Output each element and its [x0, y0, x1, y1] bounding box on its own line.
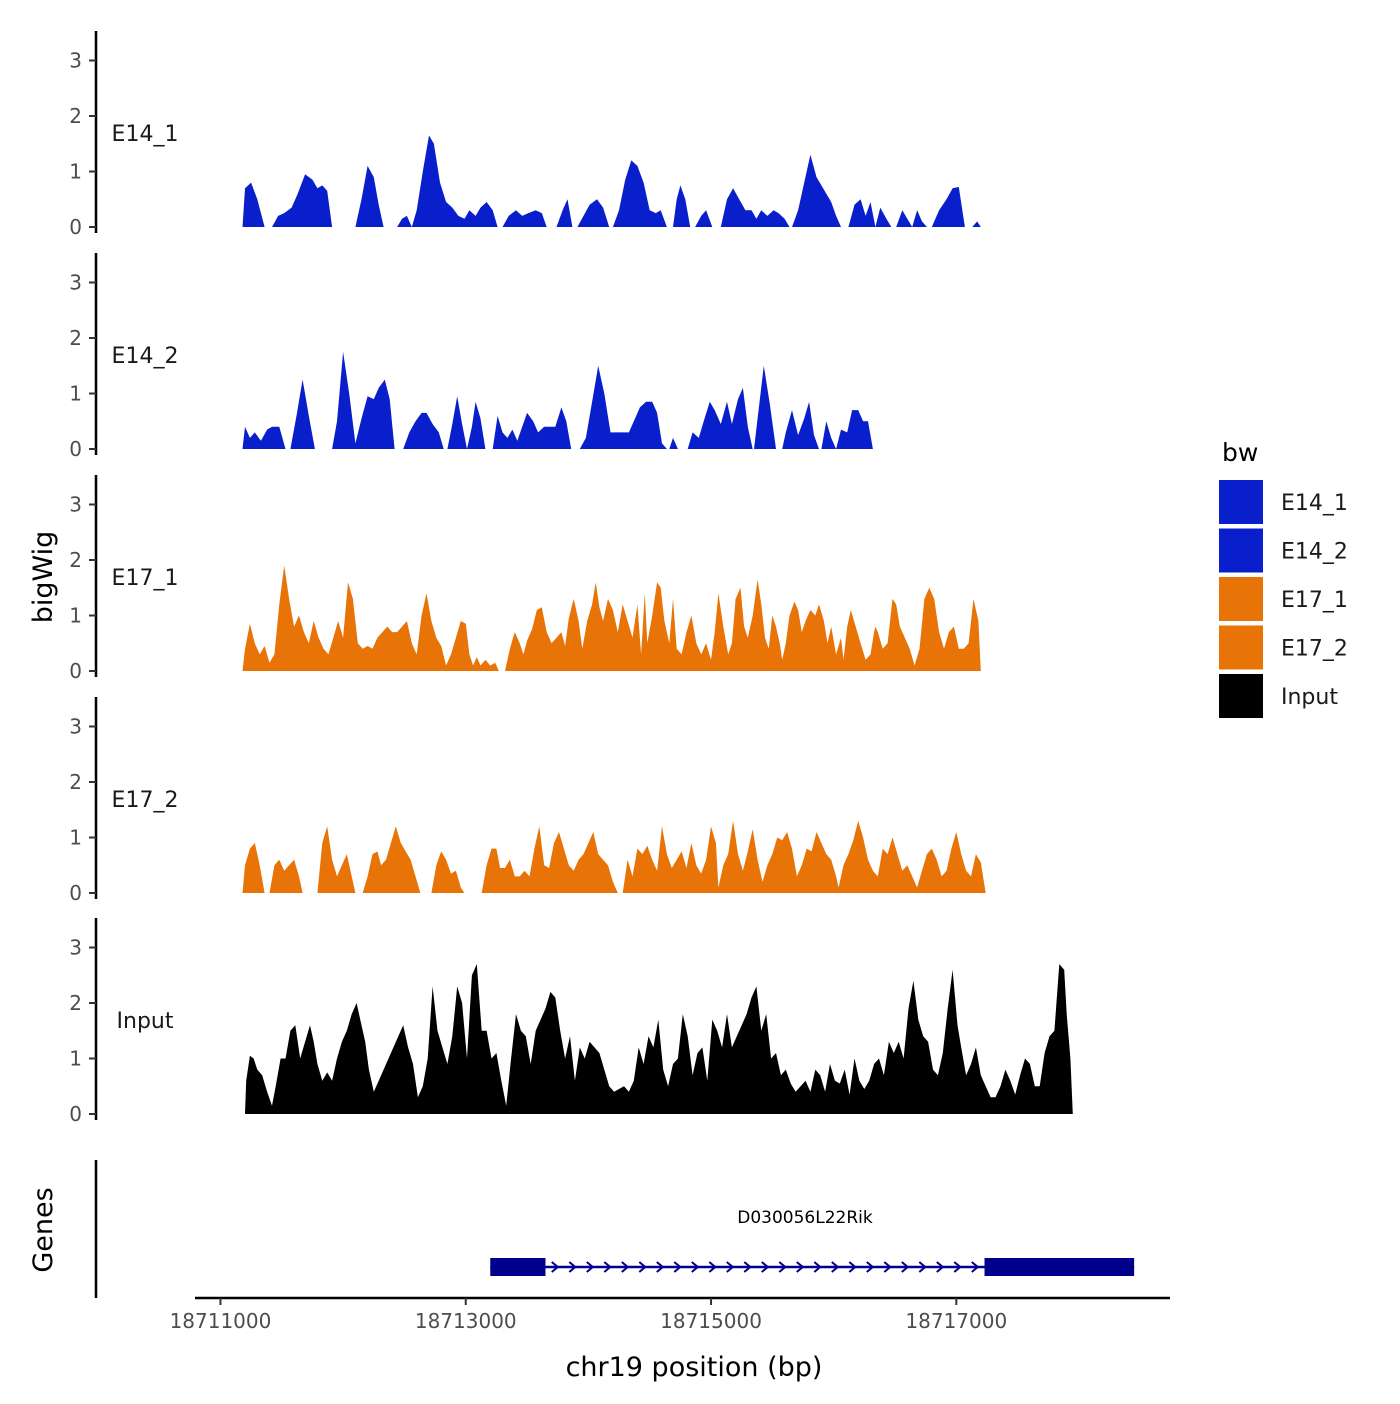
genes-axis-title: Genes	[28, 1187, 59, 1272]
strand-arrow-icon	[848, 1261, 857, 1273]
legend-label: E17_2	[1281, 637, 1348, 662]
y-tick-label: 1	[69, 382, 82, 406]
strand-arrow-icon	[953, 1261, 962, 1273]
track-e14-2: 0 1 2 3 E14_2	[69, 253, 873, 461]
track-label: E14_2	[112, 344, 179, 369]
strand-arrow-icon	[673, 1261, 682, 1273]
strand-arrow-icon	[691, 1261, 700, 1273]
strand-arrow-icon	[778, 1261, 787, 1273]
legend-item: E17_2	[1219, 625, 1348, 670]
track-e17-2: 0 1 2 3 E17_2	[69, 697, 986, 905]
legend-swatch	[1219, 480, 1263, 524]
strand-arrow-icon	[603, 1261, 612, 1273]
strand-arrow-icon	[586, 1261, 595, 1273]
track-label: E14_1	[112, 122, 179, 147]
y-tick-label: 1	[69, 604, 82, 628]
y-tick-label: 3	[69, 271, 82, 295]
y-tick-label: 3	[69, 49, 82, 73]
strand-arrow-icon	[621, 1261, 630, 1273]
y-axis-title: bigWig	[28, 531, 59, 624]
strand-arrow-icon	[726, 1261, 735, 1273]
x-axis: 18711000 18713000 18715000 18717000	[170, 1296, 1170, 1333]
strand-arrow-icon	[831, 1261, 840, 1273]
y-tick-label: 0	[69, 881, 82, 905]
y-tick-label: 0	[69, 1102, 82, 1126]
y-tick-label: 3	[69, 493, 82, 517]
strand-arrow-icon	[918, 1261, 927, 1273]
y-tick-label: 3	[69, 715, 82, 739]
gene-name-label: D030056L22Rik	[737, 1208, 873, 1228]
y-tick-label: 1	[69, 160, 82, 184]
legend-title: bw	[1222, 438, 1258, 467]
legend-item: E14_1	[1219, 480, 1348, 524]
gene-model: D030056L22Rik	[490, 1208, 1135, 1276]
y-tick-label: 2	[69, 104, 82, 128]
y-tick-label: 2	[69, 991, 82, 1015]
coverage-area-e17-2	[242, 820, 986, 893]
y-tick-label: 0	[69, 437, 82, 461]
y-tick-label: 1	[69, 826, 82, 850]
track-label: E17_1	[112, 566, 179, 591]
strand-arrow-icon	[568, 1261, 577, 1273]
legend-item: E17_1	[1219, 577, 1348, 621]
strand-arrow-icon	[971, 1261, 980, 1273]
x-tick-label: 18715000	[660, 1309, 762, 1333]
y-tick-label: 2	[69, 326, 82, 350]
legend-label: E14_2	[1281, 540, 1348, 565]
strand-arrow-icon	[901, 1261, 910, 1273]
legend-item: Input	[1219, 674, 1338, 718]
legend: bw E14_1 E14_2 E17_1 E17_2 Input	[1219, 438, 1348, 718]
track-e17-1: 0 1 2 3 E17_1	[69, 475, 981, 683]
gene-exon	[984, 1258, 1135, 1276]
y-tick-label: 0	[69, 215, 82, 239]
track-e14-1: 0 1 2 3 E14_1	[69, 31, 981, 239]
y-tick-label: 0	[69, 659, 82, 683]
y-tick-label: 2	[69, 548, 82, 572]
gene-exon	[490, 1258, 546, 1276]
coverage-area-e17-1	[242, 565, 981, 671]
coverage-area-e14-2	[242, 351, 873, 449]
strand-arrow-icon	[708, 1261, 717, 1273]
strand-arrow-icon	[638, 1261, 647, 1273]
legend-swatch	[1219, 674, 1263, 718]
strand-arrow-icon	[866, 1261, 875, 1273]
y-tick-label: 2	[69, 770, 82, 794]
legend-swatch	[1219, 577, 1263, 621]
track-label: Input	[117, 1009, 174, 1034]
coverage-area-e14-1	[242, 135, 981, 227]
y-tick-label: 1	[69, 1047, 82, 1071]
strand-arrow-icon	[883, 1261, 892, 1273]
track-panels: 0 1 2 3 E14_1 0 1 2 3 E14_2 0 1 2 3 E17_1 0 1 2 3 E17_2 0 1 2 3…	[69, 31, 1073, 1126]
track-input: 0 1 2 3 Input	[69, 918, 1073, 1126]
legend-swatch	[1219, 625, 1263, 670]
x-axis-title: chr19 position (bp)	[566, 1352, 823, 1383]
strand-arrow-icon	[761, 1261, 770, 1273]
legend-label: E17_1	[1281, 588, 1348, 613]
genes-panel: D030056L22Rik	[94, 1160, 1135, 1298]
legend-swatch	[1219, 528, 1263, 573]
track-label: E17_2	[112, 788, 179, 813]
x-tick-label: 18713000	[415, 1309, 517, 1333]
x-tick-label: 18711000	[170, 1309, 272, 1333]
y-tick-label: 3	[69, 936, 82, 960]
legend-label: E14_1	[1281, 491, 1348, 516]
strand-arrow-icon	[796, 1261, 805, 1273]
x-tick-label: 18717000	[905, 1309, 1007, 1333]
legend-items: E14_1 E14_2 E17_1 E17_2 Input	[1219, 480, 1348, 718]
legend-item: E14_2	[1219, 528, 1348, 573]
strand-arrow-icon	[551, 1261, 560, 1273]
coverage-area-input	[245, 964, 1073, 1114]
strand-arrow-icon	[813, 1261, 822, 1273]
strand-arrow-icon	[656, 1261, 665, 1273]
strand-arrow-icon	[743, 1261, 752, 1273]
strand-arrow-icon	[936, 1261, 945, 1273]
legend-label: Input	[1281, 685, 1338, 710]
